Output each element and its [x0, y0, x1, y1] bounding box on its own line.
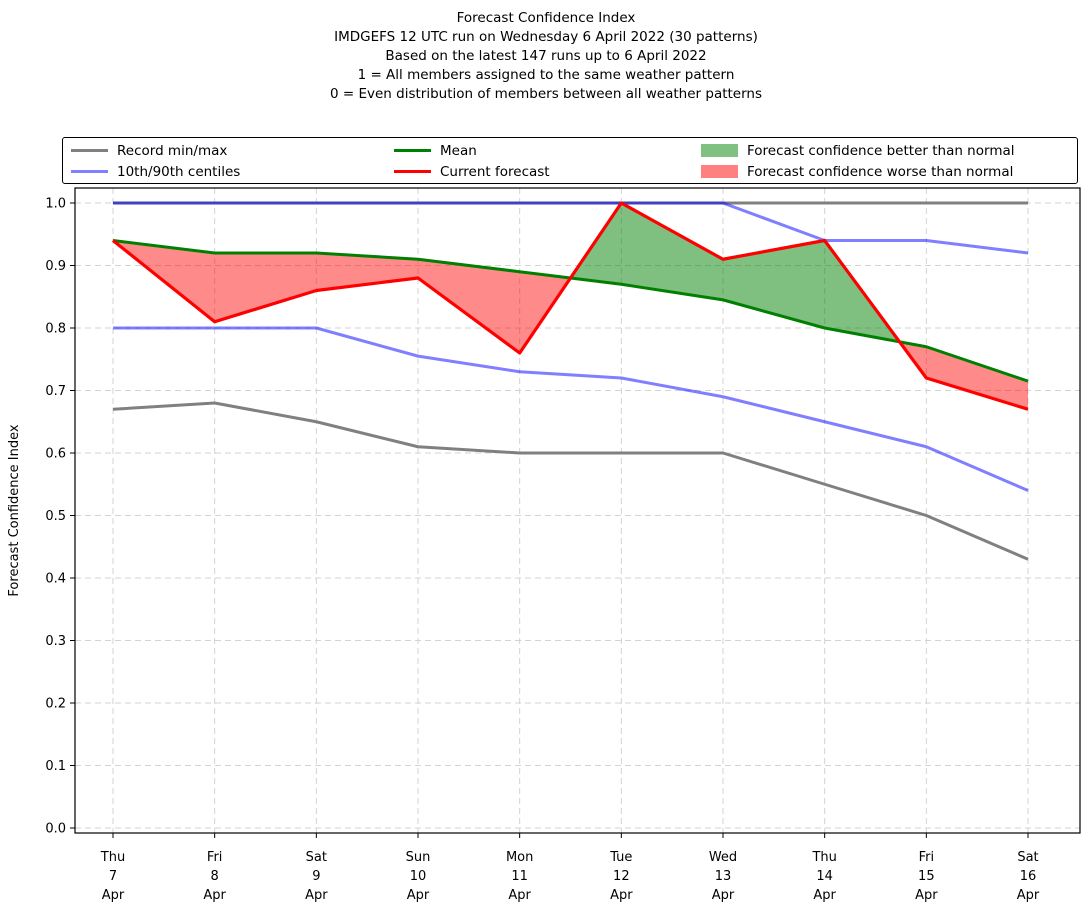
legend-item-10th-90th-centiles: 10th/90th centiles [71, 161, 394, 182]
svg-text:0.3: 0.3 [45, 634, 66, 649]
svg-text:Apr: Apr [102, 888, 125, 903]
legend-swatch [71, 149, 108, 152]
svg-text:Thu: Thu [100, 850, 125, 865]
chart-title-block: Forecast Confidence Index IMDGEFS 12 UTC… [0, 9, 1092, 104]
svg-text:0.4: 0.4 [45, 572, 66, 587]
svg-text:Apr: Apr [1017, 888, 1040, 903]
svg-text:1.0: 1.0 [45, 197, 66, 212]
svg-text:0.5: 0.5 [45, 509, 66, 524]
svg-text:Wed: Wed [709, 850, 737, 865]
chart-subtitle-scale-zero: 0 = Even distribution of members between… [329, 86, 763, 102]
svg-text:Sun: Sun [406, 850, 431, 865]
svg-text:Thu: Thu [811, 850, 836, 865]
legend-item-mean: Mean [394, 140, 701, 161]
svg-text:16: 16 [1020, 869, 1037, 884]
svg-text:8: 8 [211, 869, 219, 884]
svg-text:13: 13 [715, 869, 732, 884]
svg-text:Apr: Apr [305, 888, 328, 903]
svg-text:0.9: 0.9 [45, 259, 66, 274]
svg-text:Sat: Sat [1017, 850, 1038, 865]
y-axis-label: Forecast Confidence Index [7, 424, 22, 596]
legend-item-current-forecast: Current forecast [394, 161, 701, 182]
svg-text:7: 7 [109, 869, 117, 884]
svg-text:0.0: 0.0 [45, 822, 66, 837]
svg-text:Fri: Fri [207, 850, 223, 865]
x-tick-labels: Thu 7 Apr Fri 8 Apr Sat 9 Apr Sun 10 Apr Mon 11 Apr Tue… [100, 850, 1040, 903]
band-below-normal [113, 240, 571, 353]
series-90th-centile [113, 201, 1029, 255]
svg-text:14: 14 [816, 869, 833, 884]
legend: Record min/max 10th/90th centiles Mean Curr… [62, 137, 1078, 184]
legend-item-record-min-max: Record min/max [71, 140, 394, 161]
svg-text:10: 10 [410, 869, 427, 884]
legend-label: Forecast confidence worse than normal [747, 163, 1014, 180]
series-10th-centile [113, 326, 1029, 492]
legend-label: Current forecast [440, 163, 550, 180]
legend-item-forecast-confidence-better-than-normal: Forecast confidence better than normal [701, 140, 1077, 161]
chart-subtitle-run: IMDGEFS 12 UTC run on Wednesday 6 April … [334, 29, 758, 45]
svg-text:Apr: Apr [813, 888, 836, 903]
chart-subtitle-runs-count: Based on the latest 147 runs up to 6 Apr… [385, 48, 707, 64]
series-current-forecast [112, 201, 1029, 411]
svg-text:0.2: 0.2 [45, 697, 66, 712]
legend-label: Record min/max [117, 142, 228, 159]
svg-text:0.7: 0.7 [45, 384, 66, 399]
svg-text:9: 9 [312, 869, 320, 884]
svg-text:Apr: Apr [915, 888, 938, 903]
legend-swatch [394, 170, 431, 173]
legend-label: 10th/90th centiles [117, 163, 241, 180]
legend-label: Forecast confidence better than normal [747, 142, 1015, 159]
y-tick-labels: 0.0 0.1 0.2 0.3 0.4 0.5 0.6 0.7 0.8 0.9 1.0 [45, 197, 66, 837]
series-record-min [112, 401, 1029, 561]
svg-text:0.8: 0.8 [45, 322, 66, 337]
svg-text:0.6: 0.6 [45, 447, 66, 462]
legend-swatch [701, 144, 738, 157]
svg-text:Sat: Sat [306, 850, 327, 865]
plot-frame [74, 187, 1081, 834]
svg-text:Apr: Apr [508, 888, 531, 903]
svg-text:15: 15 [918, 869, 935, 884]
svg-text:12: 12 [613, 869, 630, 884]
band-below-normal [899, 341, 1028, 410]
svg-text:Mon: Mon [506, 850, 533, 865]
axis-ticks [70, 202, 1029, 838]
confidence-bands [113, 203, 1028, 410]
svg-text:Fri: Fri [919, 850, 935, 865]
legend-swatch [701, 165, 738, 178]
chart-subtitle-scale-one: 1 = All members assigned to the same wea… [357, 67, 735, 83]
band-above-normal [570, 203, 900, 342]
svg-text:Apr: Apr [712, 888, 735, 903]
svg-text:Apr: Apr [610, 888, 633, 903]
legend-swatch [71, 170, 108, 173]
svg-text:Tue: Tue [609, 850, 632, 865]
svg-text:Apr: Apr [203, 888, 226, 903]
svg-text:11: 11 [511, 869, 528, 884]
svg-text:0.1: 0.1 [45, 759, 66, 774]
svg-text:Apr: Apr [407, 888, 430, 903]
legend-swatch [394, 149, 431, 152]
chart-title: Forecast Confidence Index [456, 10, 636, 26]
legend-label: Mean [440, 142, 477, 159]
legend-item-forecast-confidence-worse-than-normal: Forecast confidence worse than normal [701, 161, 1077, 182]
